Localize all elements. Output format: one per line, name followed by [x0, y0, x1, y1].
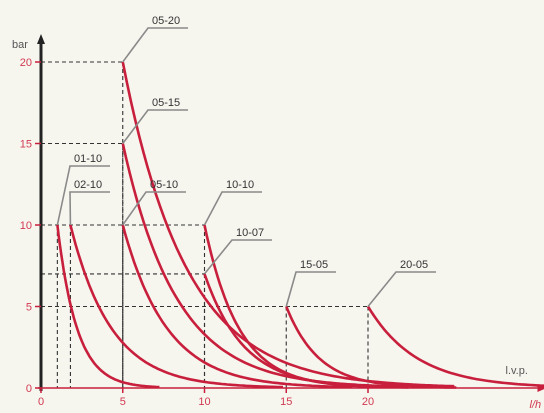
- curve-15-05: [285, 306, 457, 389]
- x-tick-label: 5: [120, 396, 126, 408]
- x-tick-label: 15: [280, 396, 292, 408]
- y-tick-label: 20: [20, 57, 32, 69]
- curve-02-10: [69, 224, 284, 389]
- curves: [56, 61, 544, 389]
- curve-label-05-20: 05-20: [152, 15, 180, 27]
- y-tick-label: 10: [20, 220, 32, 232]
- baseline-label: l.v.p.: [506, 365, 528, 377]
- x-tick-label: 0: [38, 396, 44, 408]
- y-axis-arrow-icon: [37, 34, 45, 44]
- axes: bar l/h l.v.p.: [12, 34, 544, 411]
- label-leader-line: [69, 191, 110, 226]
- curve-label-20-05: 20-05: [400, 259, 428, 271]
- curve-label-10-07: 10-07: [236, 227, 264, 239]
- curve-05-10: [121, 224, 353, 389]
- label-leader-line: [285, 271, 336, 307]
- label-leader-line: [122, 109, 188, 144]
- label-leader-line: [122, 27, 188, 63]
- label-leader-line: [203, 239, 272, 275]
- curve-labels: 05-20 05-15 05-10 01-10 02-10 10-10 10-07 15-05…: [56, 15, 436, 308]
- label-leader-line: [56, 165, 110, 226]
- curve-label-15-05: 15-05: [300, 259, 328, 271]
- y-tick-label: 15: [20, 139, 32, 151]
- label-leader-line: [367, 271, 436, 308]
- curve-label-05-15: 05-15: [152, 97, 180, 109]
- curve-label-01-10: 01-10: [74, 153, 102, 165]
- label-leader-line: [203, 191, 262, 226]
- x-tick-label: 10: [198, 396, 210, 408]
- x-axis-arrow-icon: [537, 384, 544, 392]
- curve-20-05: [366, 305, 544, 388]
- curve-label-10-10: 10-10: [226, 179, 254, 191]
- label-leader-line: [122, 191, 186, 226]
- curve-01-10: [56, 224, 160, 389]
- curve-label-02-10: 02-10: [74, 179, 102, 191]
- y-tick-label: 0: [26, 383, 32, 395]
- curve-10-07: [203, 273, 409, 389]
- y-axis-title: bar: [12, 39, 28, 51]
- y-tick-label: 5: [26, 302, 32, 314]
- ticks: 0 5 10 15 20 0 5 10 15 20: [20, 57, 374, 408]
- x-axis-title: l/h: [530, 399, 542, 411]
- curve-05-20: [121, 61, 455, 388]
- x-tick-label: 20: [362, 396, 374, 408]
- curve-label-05-10: 05-10: [150, 179, 178, 191]
